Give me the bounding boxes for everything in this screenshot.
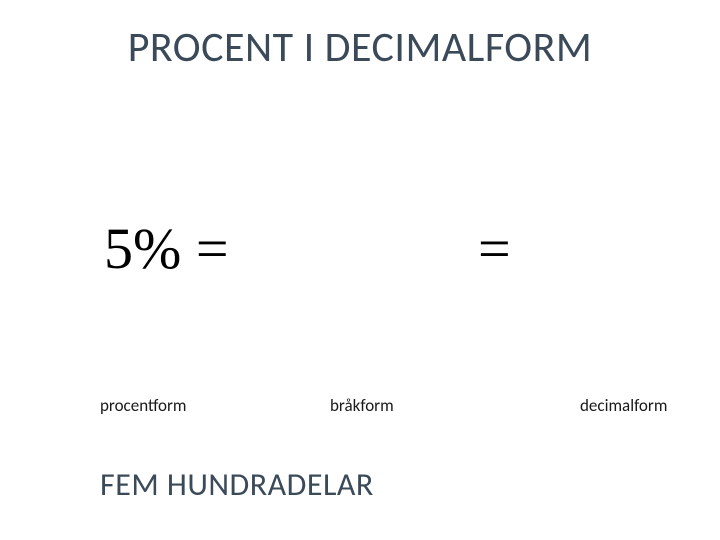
slide-title: PROCENT I DECIMALFORM [0,22,720,73]
equation-left: 5% = [104,215,229,282]
equation-row: 5% = = [0,215,720,285]
label-brakform: bråkform [330,395,394,416]
form-labels-row: procentform bråkform decimalform [0,395,720,425]
label-procentform: procentform [100,395,187,416]
slide-subtitle: FEM HUNDRADELAR [100,465,374,504]
equation-right-equals: = [478,215,511,282]
label-decimalform: decimalform [580,395,667,416]
